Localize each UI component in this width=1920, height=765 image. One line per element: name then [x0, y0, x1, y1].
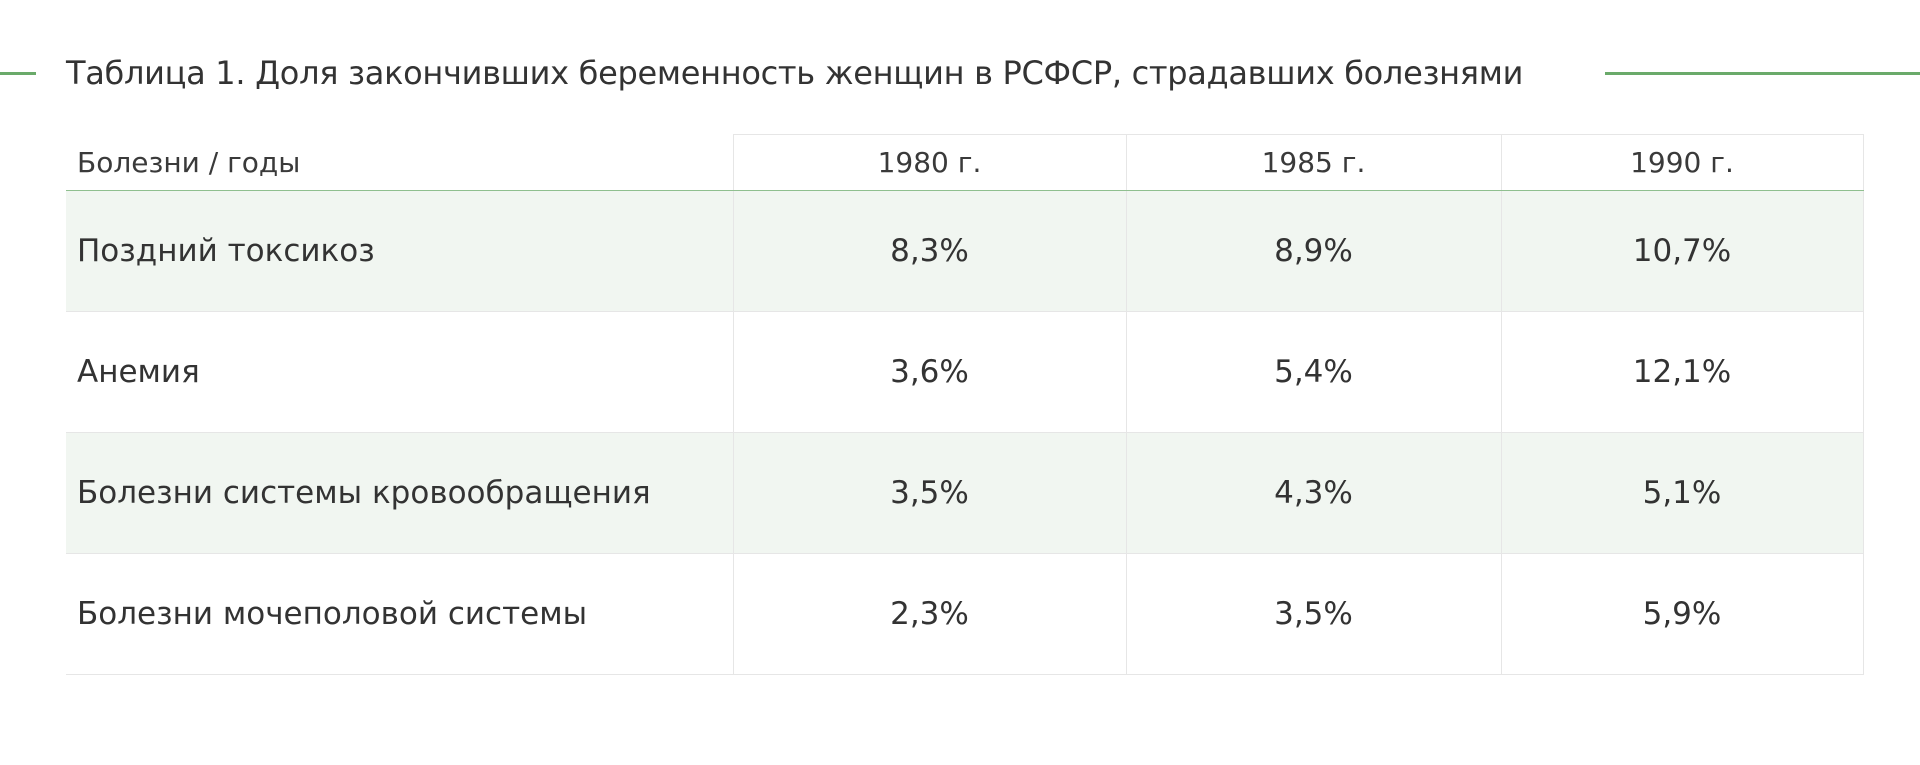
row-label: Поздний токсикоз — [66, 190, 733, 312]
cell-value: 3,5% — [732, 432, 1126, 554]
row-label: Болезни системы кровообращения — [66, 432, 733, 554]
table-row: Болезни мочеполовой системы 2,3% 3,5% 5,… — [66, 553, 1864, 675]
cell-value: 4,3% — [1125, 432, 1501, 554]
table-row: Болезни системы кровообращения 3,5% 4,3%… — [66, 432, 1864, 554]
data-table: Болезни / годы 1980 г. 1985 г. 1990 г. П… — [66, 134, 1864, 675]
header-cell-1980: 1980 г. — [732, 134, 1126, 191]
cell-value: 5,1% — [1500, 432, 1864, 554]
header-row: Болезни / годы 1980 г. 1985 г. 1990 г. — [66, 134, 1864, 191]
cell-value: 8,3% — [732, 190, 1126, 312]
table-row: Поздний токсикоз 8,3% 8,9% 10,7% — [66, 190, 1864, 312]
cell-value: 12,1% — [1500, 311, 1864, 433]
cell-value: 3,6% — [732, 311, 1126, 433]
row-label: Болезни мочеполовой системы — [66, 553, 733, 675]
cell-value: 3,5% — [1125, 553, 1501, 675]
table-title: Таблица 1. Доля закончивших беременность… — [66, 54, 1524, 92]
header-cell-diseases: Болезни / годы — [66, 134, 733, 191]
cell-value: 5,9% — [1500, 553, 1864, 675]
cell-value: 10,7% — [1500, 190, 1864, 312]
header-cell-1990: 1990 г. — [1500, 134, 1864, 191]
title-decor-line-left — [0, 72, 36, 75]
title-row: Таблица 1. Доля закончивших беременность… — [0, 48, 1920, 98]
cell-value: 2,3% — [732, 553, 1126, 675]
row-label: Анемия — [66, 311, 733, 433]
cell-value: 5,4% — [1125, 311, 1501, 433]
cell-value: 8,9% — [1125, 190, 1501, 312]
title-decor-line-right — [1605, 72, 1920, 75]
header-cell-1985: 1985 г. — [1125, 134, 1501, 191]
table-row: Анемия 3,6% 5,4% 12,1% — [66, 311, 1864, 433]
